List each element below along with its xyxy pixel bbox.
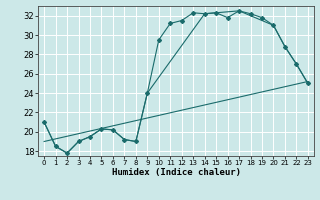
X-axis label: Humidex (Indice chaleur): Humidex (Indice chaleur) <box>111 168 241 177</box>
